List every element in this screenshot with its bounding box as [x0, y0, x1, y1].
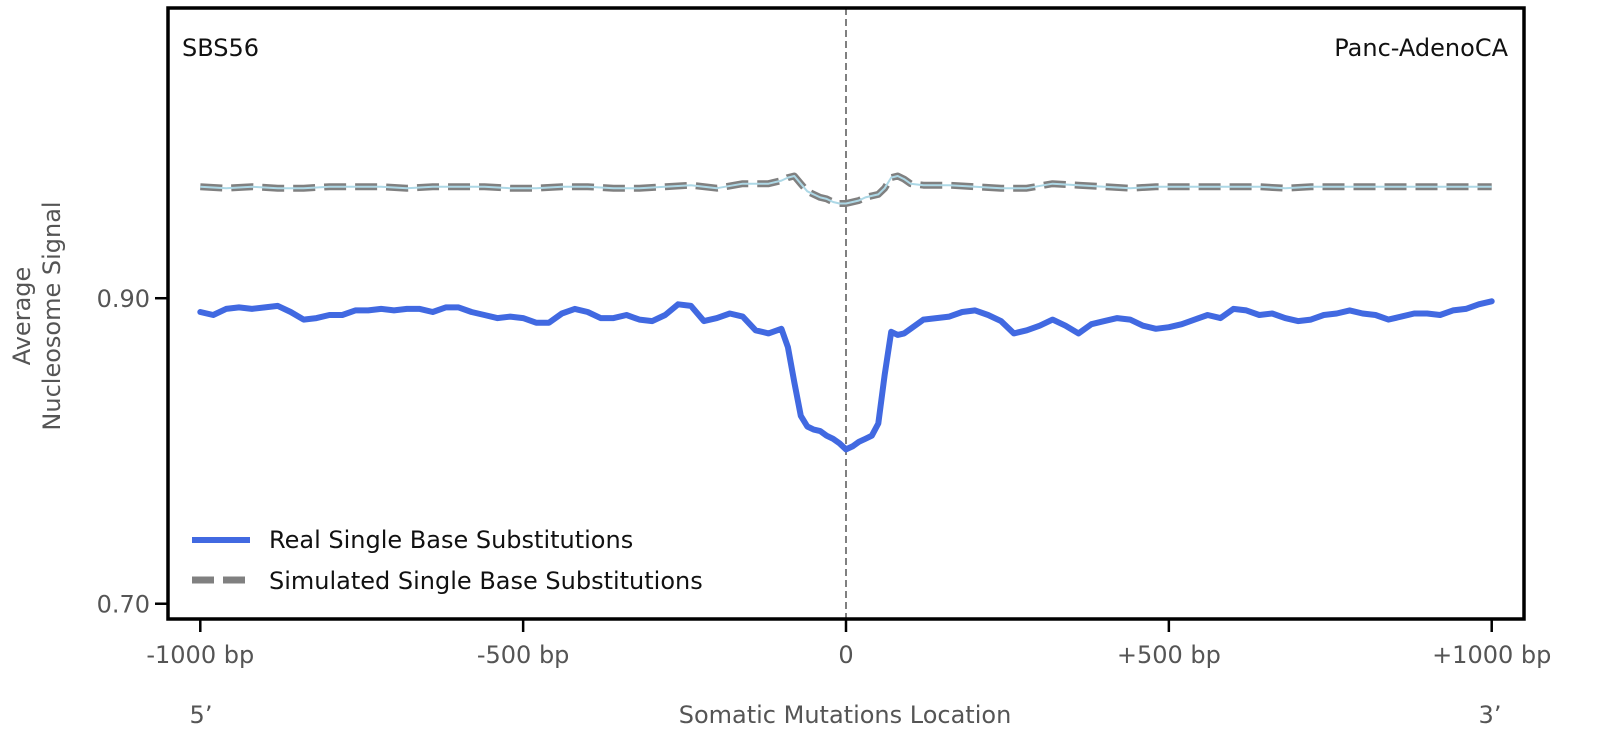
- cancer-type-label: Panc-AdenoCA: [1334, 34, 1508, 62]
- x-tick-label: +1000 bp: [1432, 641, 1551, 669]
- legend: Real Single Base Substitutions Simulated…: [192, 526, 703, 595]
- plot-frame: [166, 6, 1526, 621]
- strand-label-5prime: 5’: [190, 701, 213, 729]
- x-tick-label: +500 bp: [1117, 641, 1221, 669]
- series-layer: [197, 8, 1495, 619]
- real-series-line: [197, 298, 1495, 453]
- x-tick-label: 0: [838, 641, 853, 669]
- x-tick-label: -500 bp: [477, 641, 570, 669]
- y-tick-label: 0.90: [97, 285, 150, 313]
- legend-label-real: Real Single Base Substitutions: [269, 526, 633, 554]
- tick-layer: -1000 bp -500 bp 0 +500 bp +1000 bp 0.90 0.70: [97, 285, 1552, 669]
- signature-label: SBS56: [182, 34, 259, 62]
- x-tick-label: -1000 bp: [146, 641, 254, 669]
- x-axis-title: Somatic Mutations Location: [679, 701, 1012, 729]
- y-tick-label: 0.70: [97, 591, 150, 619]
- strand-label-3prime: 3’: [1479, 701, 1502, 729]
- simulated-series-inner-line: [200, 175, 1492, 205]
- legend-label-simulated: Simulated Single Base Substitutions: [269, 567, 703, 595]
- y-axis-title-line1: Average: [8, 267, 36, 366]
- y-axis-title-line2: Nucleosome Signal: [38, 201, 66, 430]
